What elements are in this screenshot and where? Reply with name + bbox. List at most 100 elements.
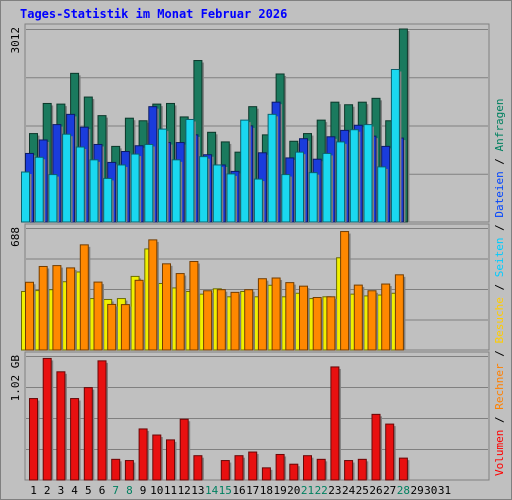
- bar-seiten-day-9: [130, 153, 140, 223]
- x-tick-label: 21: [301, 484, 314, 497]
- x-tick-label: 14: [205, 484, 219, 497]
- bar-rechner-day-13: [189, 261, 199, 351]
- bar-seiten-day-25: [349, 129, 359, 223]
- bar-rechner-day-22: [312, 297, 322, 351]
- legend-separator: /: [493, 277, 506, 297]
- bar-volumen-day-2: [42, 357, 52, 481]
- bar-volumen-day-20: [289, 463, 299, 481]
- bar-rechner-day-9: [134, 279, 144, 351]
- bar-volumen-day-10: [152, 434, 162, 481]
- bar-volumen-day-5: [83, 387, 93, 481]
- bar-seiten-day-19: [267, 113, 277, 223]
- legend-item-anfragen: Anfragen: [493, 98, 506, 151]
- bar-rechner-day-25: [353, 284, 363, 351]
- legend-item-dateien: Dateien: [493, 171, 506, 217]
- legend-separator: /: [493, 218, 506, 238]
- bar-volumen-day-6: [97, 360, 107, 481]
- bar-seiten-day-21: [295, 151, 304, 223]
- legend-separator: /: [493, 151, 506, 171]
- bar-volumen-day-11: [166, 439, 175, 481]
- bar-seiten-day-15: [212, 164, 222, 223]
- bar-volumen-day-24: [344, 460, 354, 481]
- bar-rechner-day-11: [162, 263, 171, 351]
- bar-rechner-day-16: [230, 291, 240, 351]
- x-tick-label: 16: [232, 484, 245, 497]
- bar-rechner-day-4: [66, 267, 76, 351]
- x-tick-label: 20: [287, 484, 300, 497]
- x-tick-label: 23: [328, 484, 341, 497]
- x-tick-label: 19: [273, 484, 286, 497]
- bar-volumen-day-7: [111, 458, 121, 481]
- x-tick-label: 10: [150, 484, 163, 497]
- bar-volumen-day-25: [357, 458, 367, 481]
- bar-volumen-day-21: [303, 455, 312, 481]
- bar-rechner-day-14: [203, 290, 213, 351]
- x-tick-label: 24: [342, 484, 356, 497]
- bar-volumen-day-13: [193, 455, 203, 481]
- bar-rechner-day-10: [148, 239, 158, 351]
- x-tick-label: 12: [178, 484, 191, 497]
- ymax-label-visits: 688: [9, 227, 22, 247]
- legend-item-volumen: Volumen: [493, 430, 506, 476]
- x-tick-label: 31: [438, 484, 451, 497]
- bar-seiten-day-27: [377, 166, 387, 223]
- bar-volumen-day-27: [385, 423, 395, 481]
- x-tick-label: 28: [397, 484, 410, 497]
- bar-volumen-day-9: [138, 428, 148, 481]
- bar-seiten-day-6: [89, 159, 99, 223]
- bar-volumen-day-12: [179, 418, 189, 481]
- legend-item-besuche: Besuche: [493, 297, 506, 343]
- x-tick-label: 3: [58, 484, 65, 497]
- bar-rechner-day-24: [340, 231, 350, 351]
- x-tick-label: 27: [383, 484, 396, 497]
- bar-rechner-day-15: [216, 289, 226, 351]
- bar-volumen-day-23: [330, 366, 340, 481]
- legend: Volumen / Rechner / Besuche / Seiten / D…: [493, 98, 506, 476]
- x-tick-label: 17: [246, 484, 259, 497]
- bar-rechner-day-17: [244, 289, 254, 351]
- x-tick-label: 4: [71, 484, 78, 497]
- x-tick-label: 25: [356, 484, 369, 497]
- bar-seiten-day-24: [336, 141, 346, 223]
- bar-seiten-day-2: [34, 156, 44, 223]
- bar-seiten-day-20: [281, 174, 291, 223]
- bar-rechner-day-26: [367, 290, 377, 351]
- bar-volumen-day-4: [70, 398, 80, 481]
- bar-volumen-day-3: [56, 371, 66, 481]
- bar-rechner-day-27: [381, 283, 391, 351]
- bar-volumen-day-28: [398, 457, 408, 481]
- bar-volumen-day-15: [220, 460, 230, 481]
- bar-volumen-day-18: [261, 467, 271, 481]
- legend-item-seiten: Seiten: [493, 238, 506, 278]
- bar-seiten-day-14: [199, 156, 209, 223]
- bar-seiten-day-4: [62, 133, 72, 223]
- bar-volumen-day-26: [371, 413, 381, 481]
- bar-rechner-day-23: [326, 296, 336, 351]
- x-tick-label: 1: [30, 484, 37, 497]
- x-tick-label: 11: [164, 484, 177, 497]
- ymax-label-requests: 3012: [9, 27, 22, 54]
- x-tick-label: 6: [99, 484, 106, 497]
- bar-rechner-day-12: [175, 273, 185, 351]
- x-tick-label: 8: [126, 484, 133, 497]
- bar-rechner-day-18: [257, 278, 267, 351]
- bar-seiten-day-12: [171, 159, 181, 223]
- x-tick-label: 5: [85, 484, 92, 497]
- bar-rechner-day-21: [299, 285, 308, 351]
- legend-separator: /: [493, 410, 506, 430]
- bar-seiten-day-10: [144, 143, 154, 223]
- bar-rechner-day-5: [79, 244, 89, 351]
- bar-volumen-day-8: [124, 460, 134, 481]
- bar-seiten-day-18: [253, 178, 263, 223]
- bar-seiten-day-26: [363, 124, 373, 223]
- ymax-label-volume: 1.02 GB: [9, 355, 22, 402]
- bar-seiten-day-8: [116, 164, 126, 223]
- x-tick-label: 26: [369, 484, 382, 497]
- bar-seiten-day-16: [226, 173, 236, 223]
- bar-rechner-day-3: [52, 265, 62, 351]
- x-tick-label: 2: [44, 484, 51, 497]
- bar-seiten-day-28: [390, 68, 400, 223]
- bar-volumen-day-16: [234, 455, 244, 481]
- x-tick-label: 18: [260, 484, 273, 497]
